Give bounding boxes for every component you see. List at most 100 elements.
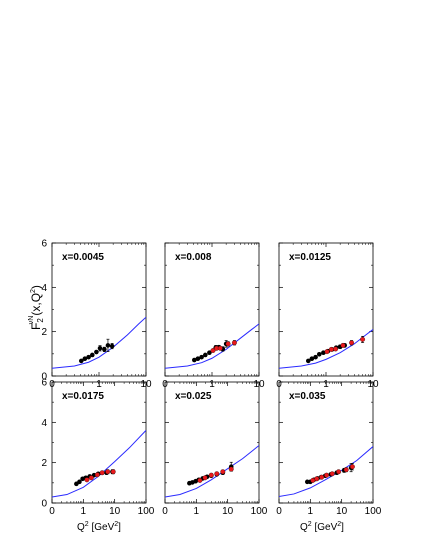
x-axis-title-left: Q2 [GeV2] xyxy=(77,521,121,533)
x-axis-title-unit-sup: 2 xyxy=(337,521,341,528)
y-axis-title-rest: (x,Q xyxy=(29,293,43,316)
black-data-point xyxy=(313,354,318,360)
red-data-point xyxy=(328,346,334,352)
black-data-point xyxy=(77,479,82,485)
red-data-point xyxy=(225,341,231,347)
panel-3: 0110x=0.0125 xyxy=(276,242,379,390)
plot-area xyxy=(279,329,373,369)
y-tick-label: 4 xyxy=(41,283,47,294)
x-tick-label: 1 xyxy=(308,506,314,517)
fit-curve xyxy=(52,316,146,369)
y-tick-label: 0 xyxy=(41,372,47,383)
black-data-point xyxy=(105,343,111,348)
panel-label: x=0.008 xyxy=(175,252,212,263)
x-axis-title-main: Q xyxy=(77,522,85,533)
black-data-point xyxy=(97,345,103,351)
y-axis-title-sub: 2 xyxy=(36,318,45,323)
x-axis-title-main: Q xyxy=(300,522,308,533)
svg-text:F2νN(x,Q2): F2νN(x,Q2) xyxy=(28,285,45,330)
red-data-point xyxy=(228,466,234,472)
red-data-point xyxy=(217,345,223,351)
fit-curve xyxy=(279,446,373,498)
x-tick-label: 1 xyxy=(323,379,329,390)
x-tick-label: 1 xyxy=(81,506,87,517)
black-data-point xyxy=(109,343,115,349)
x-axis-title-unit: [GeV xyxy=(312,522,338,533)
black-data-point xyxy=(86,354,91,360)
red-data-point xyxy=(343,467,349,473)
red-data-point xyxy=(99,470,105,476)
panel-label: x=0.035 xyxy=(289,391,326,402)
panel-label: x=0.0045 xyxy=(62,252,104,263)
red-data-point xyxy=(324,349,330,355)
svg-text:Q2 [GeV2]: Q2 [GeV2] xyxy=(300,521,344,533)
plot-area xyxy=(52,316,146,369)
black-data-point xyxy=(207,350,212,356)
black-data-point xyxy=(321,350,326,356)
x-tick-label: 100 xyxy=(365,506,382,517)
red-data-point xyxy=(319,474,325,480)
black-data-point xyxy=(191,357,197,363)
black-data-point xyxy=(94,349,99,355)
y-tick-label: 6 xyxy=(41,239,47,250)
red-data-point xyxy=(105,469,111,475)
y-tick-label: 2 xyxy=(41,327,47,338)
red-data-point xyxy=(333,346,339,352)
x-axis-title-sup: 2 xyxy=(85,521,89,528)
y-axis-title-close: ) xyxy=(29,285,43,289)
red-data-point xyxy=(360,336,366,342)
red-data-point xyxy=(208,472,214,478)
red-data-point xyxy=(84,477,90,483)
x-tick-label: 10 xyxy=(222,506,234,517)
x-axis-title-unit: [GeV xyxy=(89,522,115,533)
x-tick-label: 0 xyxy=(276,506,282,517)
x-axis-title-unit-sup: 2 xyxy=(114,521,118,528)
y-tick-label: 6 xyxy=(41,378,47,389)
plot-area xyxy=(279,446,373,498)
y-tick-label: 0 xyxy=(41,499,47,510)
plot-area xyxy=(52,430,146,498)
black-data-point xyxy=(199,354,204,360)
fit-curve xyxy=(165,323,259,369)
y-tick-label: 4 xyxy=(41,418,47,429)
black-data-point xyxy=(305,358,311,364)
panel-label: x=0.0125 xyxy=(289,252,331,263)
x-axis-title-unit-close: ] xyxy=(341,522,344,533)
red-data-point xyxy=(202,475,208,481)
plot-area xyxy=(165,323,259,369)
black-data-point xyxy=(195,356,201,362)
fit-curve xyxy=(52,430,146,498)
y-tick-label: 2 xyxy=(41,458,47,469)
panel-5: 0 1 10 100 x=0.025 xyxy=(162,381,268,517)
red-data-point xyxy=(340,342,346,348)
x-tick-label: 10 xyxy=(109,506,121,517)
black-data-point xyxy=(78,358,84,364)
black-data-point xyxy=(102,347,107,352)
panel-4: 0 2 4 6 0 1 10 100 x=0.0175 xyxy=(41,378,154,518)
red-data-point xyxy=(231,340,237,346)
red-data-point xyxy=(314,476,320,482)
fit-curve xyxy=(165,445,259,498)
red-data-point xyxy=(324,472,330,478)
panels: 02460110x=0.00450110x=0.0080110x=0.01250… xyxy=(41,239,381,518)
y-axis-title-sup: νN xyxy=(28,316,35,325)
y-axis-title-rest-sup: 2 xyxy=(30,289,37,293)
black-data-point xyxy=(82,356,88,362)
panel-1: 02460110x=0.0045 xyxy=(41,239,152,391)
x-tick-label: 10 xyxy=(336,506,348,517)
x-tick-label: 1 xyxy=(209,379,215,390)
red-data-point xyxy=(349,464,355,470)
red-data-point xyxy=(88,475,94,481)
black-data-point xyxy=(316,351,322,357)
red-data-point xyxy=(110,469,116,475)
red-data-point xyxy=(349,340,355,346)
x-axis-title-unit-close: ] xyxy=(118,522,121,533)
red-data-point xyxy=(197,477,203,483)
y-axis-title: F2νN(x,Q2) xyxy=(28,285,45,330)
black-data-point xyxy=(202,352,208,358)
red-data-point xyxy=(210,348,216,353)
x-tick-label: 0 xyxy=(49,506,55,517)
plot-area xyxy=(165,445,259,498)
black-data-point xyxy=(309,356,315,362)
panel-2: 0110x=0.008 xyxy=(162,242,265,390)
